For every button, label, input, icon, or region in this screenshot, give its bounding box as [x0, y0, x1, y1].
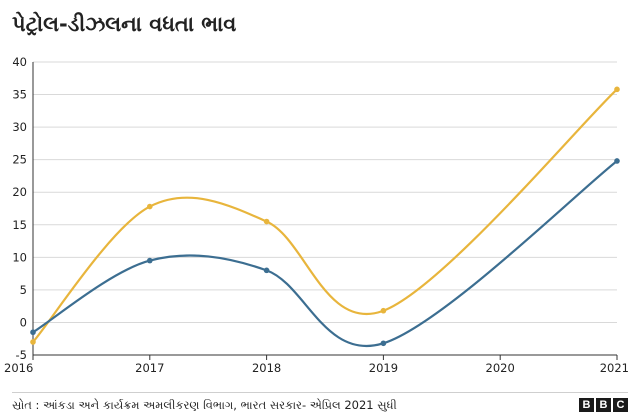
x-tick-label: 2018: [252, 361, 281, 375]
footer-divider: [12, 392, 628, 393]
logo-letter: C: [613, 398, 628, 412]
x-tick-label: 2019: [369, 361, 398, 375]
source-note: સ્રોત : આંકડા અને કાર્યક્રમ અમલીકરણ વિભા…: [12, 398, 397, 412]
x-tick-label: 2017: [135, 361, 164, 375]
series-line-0: [31, 88, 619, 344]
data-point: [614, 158, 620, 164]
data-point: [380, 307, 387, 314]
data-point: [30, 339, 36, 345]
chart-title: પેટ્રોલ-ડીઝલના વધતા ભાવ: [12, 12, 237, 36]
y-tick-label: 5: [20, 283, 27, 297]
logo-letter: B: [596, 398, 611, 412]
data-point: [147, 203, 153, 210]
x-axis: 2016 2017 2018 2019 2020 2021: [4, 354, 629, 375]
bbc-logo: B B C: [579, 398, 628, 412]
data-point: [380, 340, 387, 347]
y-tick-label: 40: [12, 55, 27, 69]
y-tick-label: 20: [12, 185, 27, 199]
data-point: [614, 86, 620, 93]
data-point: [263, 218, 270, 225]
y-tick-label: 0: [20, 315, 27, 329]
y-tick-label: 30: [12, 120, 27, 134]
y-tick-label: 10: [12, 250, 27, 264]
data-point: [147, 257, 153, 264]
y-axis: -5 0 5 10 15 20 25 30 35 40: [12, 55, 34, 362]
series-lines: [31, 88, 619, 347]
y-tick-label: 15: [12, 218, 27, 232]
x-tick-label: 2016: [4, 361, 33, 375]
data-point: [263, 267, 270, 274]
logo-letter: B: [579, 398, 594, 412]
data-point: [30, 329, 36, 336]
series-line-1: [31, 159, 619, 347]
y-tick-label: -5: [16, 348, 27, 362]
x-tick-label: 2020: [486, 361, 515, 375]
series-points: [30, 86, 620, 347]
x-tick-label: 2021: [600, 361, 629, 375]
y-tick-label: 25: [12, 153, 27, 167]
gridlines: [33, 61, 617, 323]
y-tick-label: 35: [12, 88, 27, 102]
